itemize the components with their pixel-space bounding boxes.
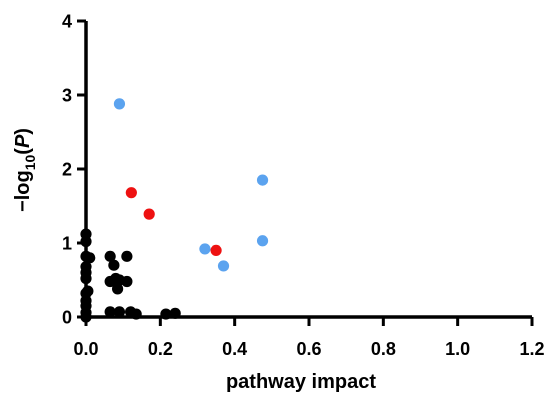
data-point: [113, 98, 126, 110]
y-axis-title-paren-open: (: [12, 148, 34, 155]
y-tick-label: 0: [62, 308, 72, 328]
data-point: [121, 250, 133, 262]
x-axis-title: pathway impact: [226, 371, 376, 393]
x-tick-label: 0.6: [296, 339, 321, 359]
y-tick-label: 3: [62, 86, 72, 106]
y-tick-label: 4: [62, 12, 72, 32]
x-tick-label: 0.0: [73, 339, 98, 359]
data-point: [104, 306, 116, 318]
x-tick-label: 0.4: [222, 339, 247, 359]
y-axis-title-subscript: 10: [22, 155, 38, 171]
data-point: [210, 244, 222, 256]
data-point: [113, 306, 126, 318]
data-point: [82, 285, 94, 297]
x-tick-label: 1.2: [519, 339, 544, 359]
y-axis-ticks: 0 1 2 3 4: [62, 12, 86, 328]
x-tick-label: 1.0: [445, 339, 470, 359]
axes: [84, 21, 532, 319]
data-point: [121, 275, 133, 288]
y-axis-title-paren-close: ): [12, 128, 34, 135]
data-point: [199, 243, 211, 255]
x-tick-label: 0.8: [371, 339, 396, 359]
y-axis-title-prefix: −log: [12, 170, 34, 212]
x-tick-label: 0.2: [148, 339, 173, 359]
data-point: [108, 259, 120, 271]
data-point: [256, 235, 269, 247]
y-axis-title: −log10(P): [12, 128, 38, 212]
data-point: [143, 208, 155, 220]
y-tick-label: 1: [62, 234, 72, 254]
x-axis-ticks: 0.0 0.2 0.4 0.6 0.8 1.0 1.2: [73, 317, 545, 359]
y-axis-title-variable: P: [12, 134, 34, 148]
data-point: [217, 260, 230, 272]
data-point: [125, 187, 137, 199]
data-point: [111, 283, 124, 295]
y-tick-label: 2: [62, 160, 72, 180]
data-point: [256, 174, 269, 186]
data-point: [104, 250, 116, 262]
data-points: [80, 98, 269, 323]
